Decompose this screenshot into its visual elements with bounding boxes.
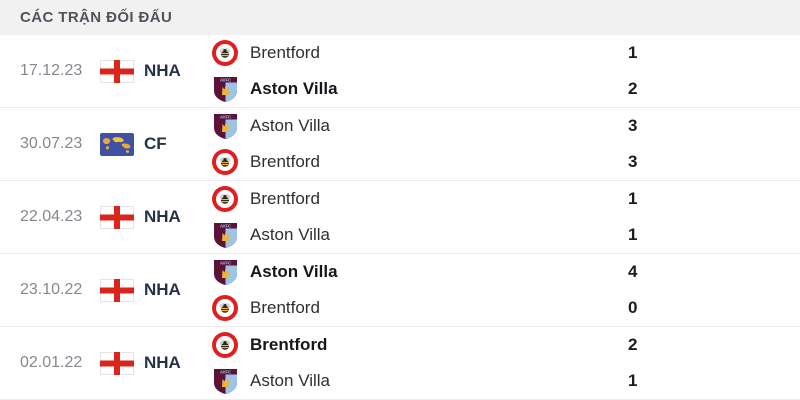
brentford-crest-icon — [210, 331, 240, 359]
team-score: 1 — [628, 43, 638, 62]
aston-villa-crest-icon: AVFC — [210, 259, 240, 286]
team-score: 1 — [628, 371, 638, 390]
competition-code: NHA — [144, 61, 181, 80]
svg-text:AVFC: AVFC — [219, 260, 230, 265]
match-teams: Brentford 1 AVFC Aston Villa 2 — [210, 35, 800, 107]
team-name: Aston Villa — [250, 262, 338, 281]
england-flag-icon — [100, 278, 134, 302]
match-date: 30.07.23 — [20, 135, 83, 152]
team-line: AVFC Aston Villa 1 — [210, 363, 800, 399]
brentford-crest-icon — [210, 185, 240, 213]
team-score: 4 — [628, 262, 638, 281]
team-name: Brentford — [250, 189, 320, 208]
match-date: 23.10.22 — [20, 281, 83, 298]
competition-code: NHA — [144, 280, 181, 299]
england-flag-icon — [100, 351, 134, 375]
svg-text:AVFC: AVFC — [219, 114, 230, 119]
team-name: Aston Villa — [250, 79, 338, 98]
match-teams: AVFC Aston Villa 3 Brentford 3 — [210, 108, 800, 180]
competition: NHA — [100, 35, 210, 107]
team-score: 0 — [628, 298, 638, 317]
aston-villa-crest-icon: AVFC — [210, 368, 240, 395]
team-name: Aston Villa — [250, 225, 331, 244]
competition: NHA — [100, 181, 210, 253]
match-teams: Brentford 2 AVFC Aston Villa 1 — [210, 327, 800, 399]
aston-villa-crest-icon: AVFC — [210, 222, 240, 249]
team-line: AVFC Aston Villa 2 — [210, 71, 800, 107]
team-score: 3 — [628, 116, 638, 135]
svg-text:AVFC: AVFC — [219, 369, 230, 374]
world-map-flag-icon — [100, 132, 134, 156]
competition-code: NHA — [144, 353, 181, 372]
match-date: 17.12.23 — [20, 62, 83, 79]
match-row: 30.07.23 CF AVFC Aston Villa 3 Brentford… — [0, 108, 800, 181]
competition: NHA — [100, 327, 210, 399]
panel-title: CÁC TRẬN ĐỐI ĐẤU — [20, 9, 173, 26]
team-score: 1 — [628, 189, 638, 208]
competition: NHA — [100, 254, 210, 326]
team-line: AVFC Aston Villa 1 — [210, 217, 800, 253]
england-flag-icon — [100, 59, 134, 83]
team-score: 2 — [628, 79, 638, 98]
svg-text:AVFC: AVFC — [219, 223, 230, 228]
england-flag-icon — [100, 205, 134, 229]
match-list: 17.12.23 NHA Brentford 1 AVFC Aston Vill… — [0, 35, 800, 400]
panel-header: CÁC TRẬN ĐỐI ĐẤU — [0, 0, 800, 35]
team-line: Brentford 2 — [210, 327, 800, 363]
team-score: 2 — [628, 335, 638, 354]
team-line: Brentford 3 — [210, 144, 800, 180]
team-name: Aston Villa — [250, 371, 331, 390]
team-name: Brentford — [250, 43, 320, 62]
match-date: 22.04.23 — [20, 208, 83, 225]
match-row: 17.12.23 NHA Brentford 1 AVFC Aston Vill… — [0, 35, 800, 108]
brentford-crest-icon — [210, 39, 240, 67]
brentford-crest-icon — [210, 294, 240, 322]
team-score: 3 — [628, 152, 638, 171]
team-line: Brentford 1 — [210, 35, 800, 71]
brentford-crest-icon — [210, 148, 240, 176]
team-score: 1 — [628, 225, 638, 244]
competition: CF — [100, 108, 210, 180]
team-line: Brentford 0 — [210, 290, 800, 326]
match-date: 02.01.22 — [20, 354, 83, 371]
match-teams: Brentford 1 AVFC Aston Villa 1 — [210, 181, 800, 253]
team-name: Brentford — [250, 152, 320, 171]
team-line: Brentford 1 — [210, 181, 800, 217]
team-name: Aston Villa — [250, 116, 331, 135]
team-line: AVFC Aston Villa 4 — [210, 254, 800, 290]
team-name: Brentford — [250, 335, 328, 354]
match-row: 23.10.22 NHA AVFC Aston Villa 4 Brentfor… — [0, 254, 800, 327]
aston-villa-crest-icon: AVFC — [210, 76, 240, 103]
competition-code: CF — [144, 134, 167, 153]
competition-code: NHA — [144, 207, 181, 226]
svg-text:AVFC: AVFC — [219, 77, 230, 82]
match-teams: AVFC Aston Villa 4 Brentford 0 — [210, 254, 800, 326]
team-line: AVFC Aston Villa 3 — [210, 108, 800, 144]
match-row: 02.01.22 NHA Brentford 2 AVFC Aston Vill… — [0, 327, 800, 400]
match-row: 22.04.23 NHA Brentford 1 AVFC Aston Vill… — [0, 181, 800, 254]
aston-villa-crest-icon: AVFC — [210, 113, 240, 140]
team-name: Brentford — [250, 298, 320, 317]
